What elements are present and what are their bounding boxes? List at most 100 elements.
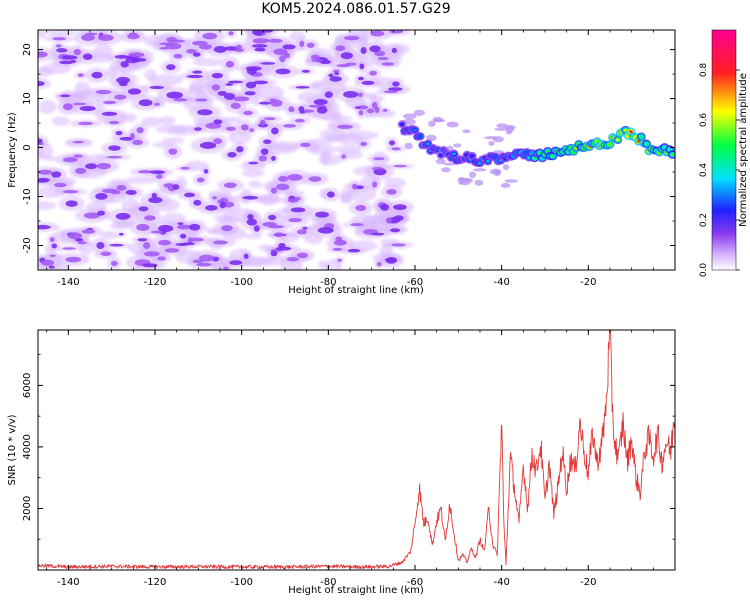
noise-halo <box>318 260 328 270</box>
noise-blob <box>72 140 85 144</box>
noise-blob <box>101 111 118 116</box>
noise-blob <box>260 148 269 156</box>
noise-blob <box>164 248 180 253</box>
noise-blob <box>62 55 78 60</box>
noise-halo <box>367 95 385 103</box>
noise-blob <box>271 155 276 162</box>
noise-blob <box>153 102 161 106</box>
noise-blob <box>85 163 98 170</box>
noise-halo <box>340 150 364 159</box>
noise-blob <box>393 204 407 211</box>
noise-halo <box>312 79 347 93</box>
noise-blob <box>251 44 268 48</box>
x-tick-label: -80 <box>320 277 336 288</box>
noise-blob <box>194 127 202 131</box>
noise-blob <box>236 146 244 153</box>
noise-blob <box>299 40 305 47</box>
noise-blob <box>199 141 217 149</box>
noise-blob <box>38 138 43 144</box>
noise-halo <box>339 189 353 203</box>
noise-blob <box>359 63 365 70</box>
noise-blob <box>53 182 67 188</box>
noise-halo <box>159 115 176 125</box>
noise-blob <box>258 155 268 162</box>
noise-blob <box>366 108 375 114</box>
noise-blob <box>97 210 106 216</box>
noise-blob <box>177 222 184 226</box>
noise-halo <box>56 90 84 105</box>
noise-blob <box>166 64 176 71</box>
noise-blob <box>51 243 58 249</box>
signal-scatter <box>504 179 519 183</box>
noise-halo <box>307 138 336 145</box>
noise-blob <box>203 169 209 174</box>
noise-blob <box>176 224 193 230</box>
noise-blob <box>114 94 127 100</box>
noise-halo <box>121 113 137 123</box>
noise-blob <box>227 80 244 84</box>
noise-blob <box>81 229 96 234</box>
noise-blob <box>299 111 306 114</box>
signal-core <box>439 153 443 157</box>
noise-blob <box>391 47 397 54</box>
x-tick-label: -60 <box>407 577 423 588</box>
noise-blob <box>184 192 196 198</box>
noise-blob <box>192 52 201 57</box>
noise-blob <box>259 119 266 126</box>
y-tick-label: -20 <box>22 237 33 253</box>
noise-blob <box>137 238 148 242</box>
noise-blob <box>118 80 128 87</box>
colorbar-tick-label: 0.6 <box>699 113 709 128</box>
noise-blob <box>287 198 299 203</box>
noise-blob <box>114 55 129 59</box>
noise-halo <box>289 30 306 42</box>
noise-blob <box>59 60 74 65</box>
noise-blob <box>91 71 103 79</box>
noise-blob <box>138 206 149 212</box>
noise-blob <box>173 53 183 59</box>
noise-blob <box>41 259 55 266</box>
noise-blob <box>388 140 396 146</box>
signal-scatter <box>474 179 484 186</box>
noise-blob <box>372 181 378 188</box>
noise-blob <box>324 91 333 98</box>
noise-blob <box>246 218 257 226</box>
signal-scatter <box>413 109 425 116</box>
colorbar-gradient <box>711 29 737 271</box>
noise-blob <box>300 142 311 147</box>
signal-scatter <box>453 143 462 148</box>
y-tick-label: 2000 <box>22 496 33 521</box>
noise-blob <box>96 162 112 170</box>
noise-blob <box>38 169 53 175</box>
noise-blob <box>128 52 145 58</box>
noise-halo <box>38 67 55 77</box>
noise-blob <box>189 223 201 231</box>
noise-blob <box>59 94 71 98</box>
snr-frame <box>37 329 676 571</box>
noise-blob <box>223 93 236 100</box>
noise-blob <box>115 130 123 136</box>
noise-blob <box>102 100 117 105</box>
signal-core <box>485 159 490 163</box>
noise-blob <box>316 106 328 114</box>
noise-blob <box>157 256 166 261</box>
noise-blob <box>328 73 334 78</box>
noise-blob <box>55 44 62 48</box>
y-tick-label: 4000 <box>22 434 33 459</box>
noise-blob <box>243 253 249 259</box>
noise-blob <box>172 184 180 190</box>
noise-blob <box>62 157 78 163</box>
signal-scatter <box>493 169 501 177</box>
noise-blob <box>230 102 241 109</box>
noise-blob <box>355 204 367 212</box>
noise-blob <box>220 225 233 232</box>
noise-halo <box>384 177 406 189</box>
noise-blob <box>228 31 234 36</box>
spectrogram-y-ticks: -20 -10 0 10 20 <box>22 43 675 271</box>
noise-halo <box>219 116 243 124</box>
noise-blob <box>205 205 218 211</box>
noise-blob <box>165 42 182 50</box>
noise-blob <box>374 50 386 57</box>
x-tick-label: -60 <box>407 277 423 288</box>
